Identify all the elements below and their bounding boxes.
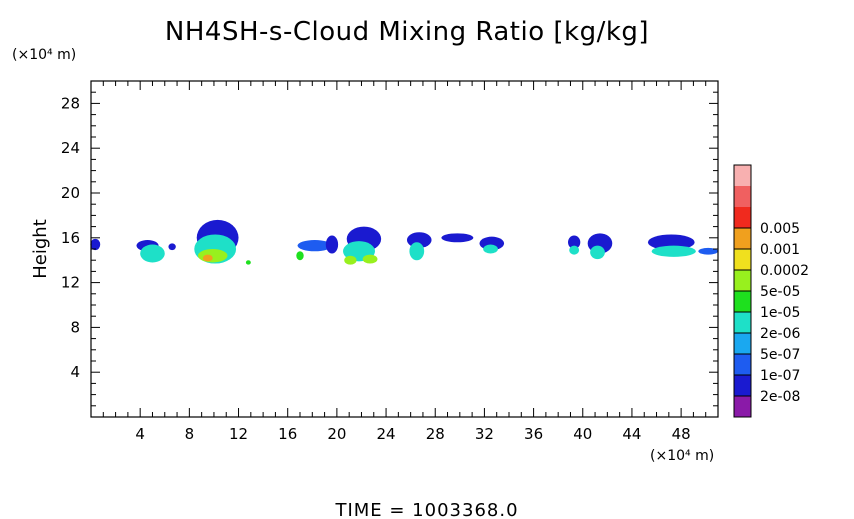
colorbar-swatch	[734, 396, 751, 417]
colorbar-label: 0.001	[760, 242, 800, 258]
x-tick-label: 36	[524, 425, 543, 443]
cloud-cell	[441, 233, 474, 243]
y-tick-label: 12	[61, 274, 80, 292]
x-tick-label: 16	[278, 425, 297, 443]
cloud-cell	[140, 244, 165, 263]
colorbar-swatch	[734, 207, 751, 228]
cloud-field	[90, 219, 719, 265]
time-annotation: TIME = 1003368.0	[334, 500, 518, 519]
y-tick-label: 28	[61, 94, 80, 112]
colorbar-label: 2e-06	[760, 326, 800, 342]
cloud-cell	[568, 235, 581, 249]
x-tick-label: 8	[185, 425, 195, 443]
colorbar-label: 2e-08	[760, 389, 800, 405]
cloud-cell	[90, 238, 101, 251]
x-tick-label: 4	[135, 425, 145, 443]
colorbar-swatch	[734, 333, 751, 354]
y-axis-unit: (×10⁴ m)	[12, 47, 76, 63]
cloud-cell	[245, 260, 251, 265]
colorbar-label: 0.0002	[760, 263, 809, 279]
colorbar-label: 0.005	[760, 221, 800, 237]
x-tick-label: 40	[573, 425, 592, 443]
colorbar-swatch	[734, 228, 751, 249]
y-tick-label: 8	[70, 318, 80, 336]
cloud-cell	[296, 251, 304, 261]
cloud-cell	[651, 245, 696, 257]
colorbar-swatch	[734, 249, 751, 270]
colorbar-label: 5e-05	[760, 284, 800, 300]
colorbar-label: 1e-05	[760, 305, 800, 321]
x-tick-label: 20	[327, 425, 346, 443]
cloud-cell	[297, 240, 332, 252]
x-tick-label: 12	[229, 425, 248, 443]
x-tick-label: 32	[475, 425, 494, 443]
cloud-cell	[590, 245, 605, 260]
y-tick-label: 24	[61, 139, 80, 157]
colorbar-swatch	[734, 291, 751, 312]
colorbar: 2e-08 1e-07 5e-07 2e-06 1e-05 5e-05 0.0002 0.00…	[733, 164, 809, 418]
x-tick-label: 44	[622, 425, 641, 443]
cloud-cell	[168, 243, 176, 251]
cloud-cell	[483, 244, 498, 254]
colorbar-swatch	[734, 270, 751, 291]
colorbar-label: 5e-07	[760, 347, 800, 363]
cloud-cell	[362, 254, 378, 264]
colorbar-label: 1e-07	[760, 368, 800, 384]
plot-frame	[90, 80, 719, 418]
x-tick-label: 28	[426, 425, 445, 443]
cloud-cell	[344, 255, 357, 265]
cloud-cell	[698, 247, 719, 255]
cloud-cell	[569, 245, 580, 255]
y-tick-label: 16	[61, 229, 80, 247]
cloud-cell	[409, 242, 425, 261]
x-axis-unit: (×10⁴ m)	[650, 448, 714, 464]
y-tick-label: 20	[61, 184, 80, 202]
cloud-cell	[325, 235, 339, 254]
chart-title: NH4SH-s-Cloud Mixing Ratio [kg/kg]	[165, 17, 649, 47]
colorbar-swatch	[734, 186, 751, 207]
x-tick-label: 24	[377, 425, 396, 443]
x-axis: 4 8 12 16 20 24 28 32 36 40 44 48	[102, 81, 707, 443]
colorbar-swatch	[734, 312, 751, 333]
y-tick-label: 4	[70, 363, 80, 381]
colorbar-swatch	[734, 354, 751, 375]
y-axis-label: Height	[30, 219, 51, 279]
colorbar-swatch	[734, 375, 751, 396]
cloud-cell	[202, 254, 213, 262]
cloud-cell	[197, 249, 228, 263]
y-axis: 4 8 12 16 20 24 28	[61, 91, 718, 407]
colorbar-swatch	[734, 165, 751, 186]
x-tick-label: 48	[672, 425, 691, 443]
